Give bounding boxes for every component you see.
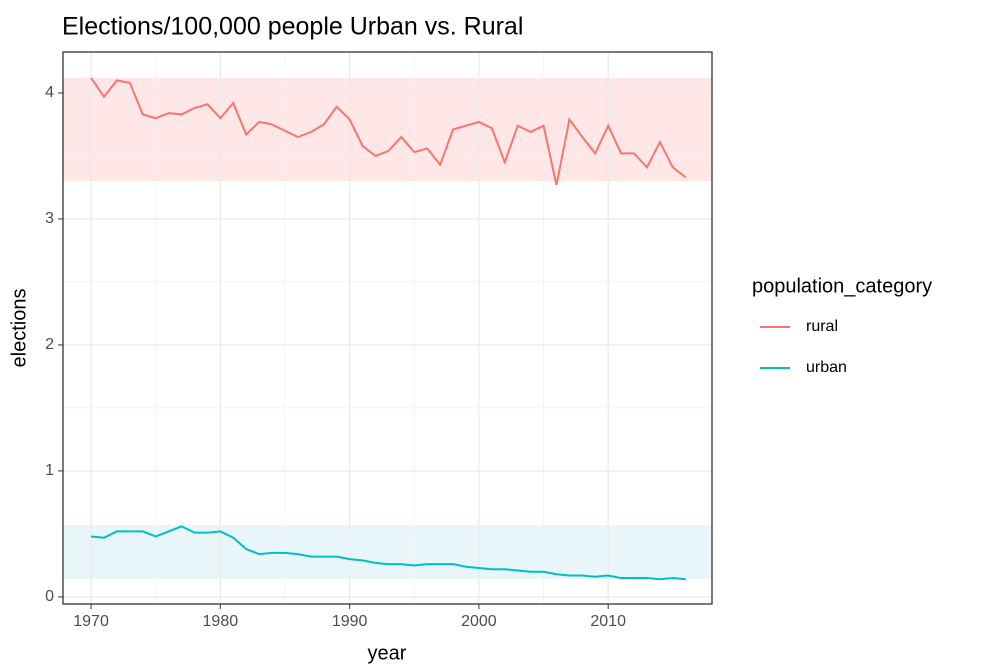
panel-border [62, 51, 713, 605]
legend-title: population_category [752, 275, 932, 297]
y-tick-label: 3 [45, 210, 54, 227]
legend-label: urban [806, 359, 847, 376]
legend-label: rural [806, 318, 838, 335]
y-tick-label: 1 [45, 462, 54, 479]
x-tick-label: 2000 [461, 613, 497, 630]
y-tick-label: 4 [45, 84, 54, 101]
chart-title: Elections/100,000 people Urban vs. Rural [62, 13, 523, 41]
x-axis-label: year [368, 642, 407, 664]
x-tick-label: 1970 [73, 613, 109, 630]
x-tick-label: 1980 [203, 613, 239, 630]
y-axis-label: elections [8, 289, 30, 368]
data-line [90, 525, 686, 581]
data-line [90, 77, 687, 186]
y-tick-label: 2 [45, 336, 54, 353]
x-tick-label: 2010 [590, 613, 626, 630]
y-tick-label: 0 [45, 588, 54, 605]
x-tick-label: 1990 [332, 613, 368, 630]
range-band [63, 524, 712, 579]
range-band [63, 77, 712, 182]
